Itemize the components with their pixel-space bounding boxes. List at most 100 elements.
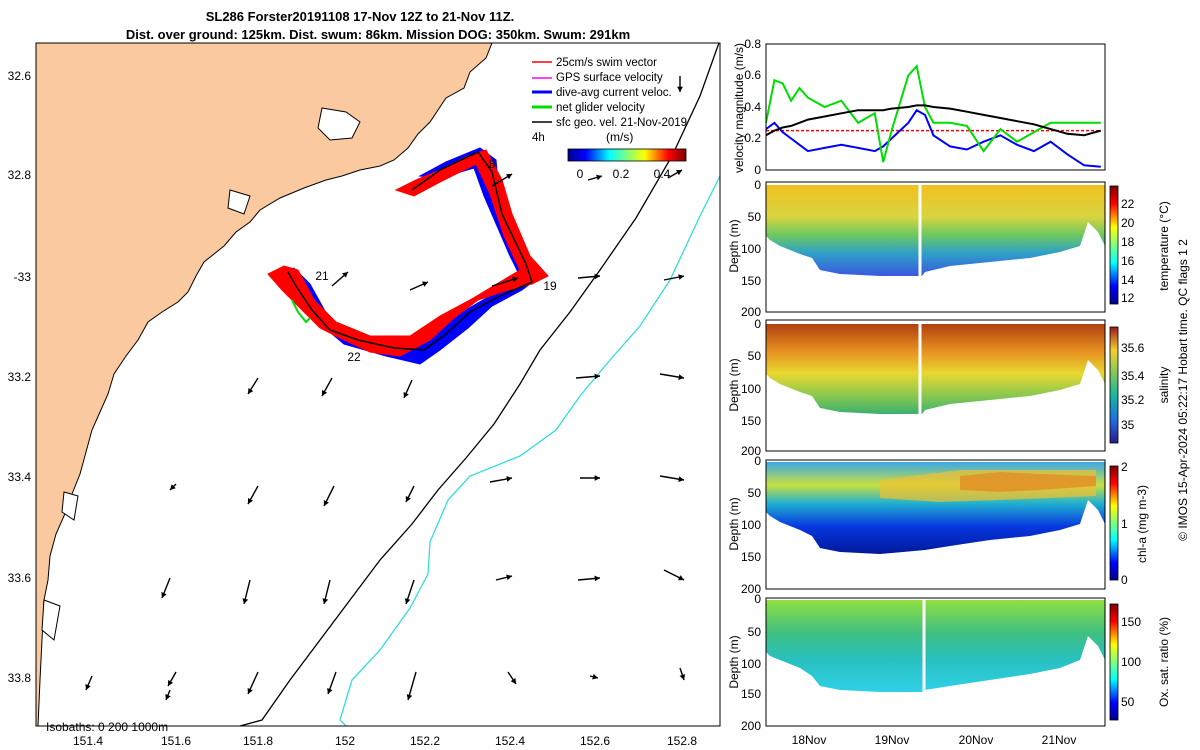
geostrophic-arrowhead xyxy=(676,170,682,176)
geostrophic-arrowhead xyxy=(679,674,686,680)
temp-cbar-tick: 12 xyxy=(1121,291,1135,305)
temp-cbar-tick: 18 xyxy=(1121,235,1135,249)
map-x-tick: 152.2 xyxy=(410,734,440,748)
geostrophic-arrowhead xyxy=(678,274,684,280)
map-y-ticks: 32.6 32.8 -33 33.2 33.4 33.6 33.8 xyxy=(8,69,32,685)
geostrophic-arrowhead xyxy=(248,388,254,394)
geostrophic-arrowhead xyxy=(165,694,171,700)
geostrophic-arrowhead xyxy=(594,475,600,481)
ox-y-tick: 200 xyxy=(741,719,761,733)
chlorophyll-panel: 0 50 100 150 200 Depth (m) 2 1 0 chl-a (… xyxy=(727,454,1149,596)
sal-cbar-tick: 35.4 xyxy=(1121,369,1145,383)
sal-y-tick: 50 xyxy=(748,349,762,363)
geostrophic-arrowhead xyxy=(242,598,249,604)
lake-3 xyxy=(61,491,79,521)
map-x-tick: 152.4 xyxy=(495,734,525,748)
chl-cbar-tick: 1 xyxy=(1121,517,1128,531)
oxygen-colorbar-ticks: 150 100 50 xyxy=(1121,615,1141,709)
map-x-tick: 151.6 xyxy=(161,734,191,748)
ox-cbar-tick: 100 xyxy=(1121,655,1141,669)
colorbar-tick-0: 0 xyxy=(577,167,584,181)
day-label-22: 22 xyxy=(347,350,361,364)
temp-cbar-tick: 20 xyxy=(1121,216,1135,230)
temperature-y-label: Depth (m) xyxy=(727,219,741,272)
chl-cbar-tick: 2 xyxy=(1121,460,1128,474)
geostrophic-arrowhead xyxy=(506,574,512,581)
geo-speed-line xyxy=(766,104,1102,137)
geostrophic-arrowhead xyxy=(422,281,428,287)
salinity-y-ticks: 0 50 100 150 200 xyxy=(741,317,761,458)
chl-cbar-tick: 0 xyxy=(1121,573,1128,587)
geostrophic-arrowhead xyxy=(404,598,411,604)
day-label-21: 21 xyxy=(315,269,329,283)
isobath-note: Isobaths: 0 200 1000m xyxy=(46,720,168,734)
geostrophic-arrowhead xyxy=(678,374,684,380)
map-panel: 8 19 21 22 25cm/s swim vector GPS surfac… xyxy=(8,42,721,748)
legend-label-swim: 25cm/s swim vector xyxy=(556,57,657,69)
map-y-tick: 33.2 xyxy=(8,370,32,384)
chl-y-tick: 200 xyxy=(741,582,761,596)
temp-y-tick: 50 xyxy=(748,210,762,224)
sal-y-tick: 150 xyxy=(741,414,761,428)
map-y-tick: 33.6 xyxy=(8,571,32,585)
map-x-tick: 152.8 xyxy=(667,734,697,748)
temperature-y-ticks: 0 50 100 150 200 xyxy=(741,178,761,319)
geostrophic-arrowhead xyxy=(403,392,409,398)
track-line xyxy=(287,151,533,351)
map-x-tick: 152 xyxy=(335,734,355,748)
day-label-19: 19 xyxy=(543,279,557,293)
map-y-tick: 33.8 xyxy=(8,671,32,685)
chl-y-tick: 50 xyxy=(748,486,762,500)
temp-y-tick: 150 xyxy=(741,274,761,288)
sal-cbar-tick: 35 xyxy=(1121,418,1135,432)
colorbar-unit: (m/s) xyxy=(606,130,633,144)
geostrophic-arrowhead xyxy=(512,276,518,283)
salinity-colorbar xyxy=(1109,326,1119,444)
salinity-y-label: Depth (m) xyxy=(727,358,741,411)
geostrophic-arrowhead xyxy=(248,498,254,504)
day-label-8: 8 xyxy=(489,157,496,171)
temperature-colorbar-label: temperature (°C) xyxy=(1157,201,1171,291)
ox-y-tick: 0 xyxy=(754,592,761,606)
geostrophic-arrowhead xyxy=(506,174,512,180)
legend-label-gps: GPS surface velocity xyxy=(556,72,663,84)
temp-cbar-tick: 14 xyxy=(1121,273,1135,287)
legend-label-geo: sfc geo. vel. 21-Nov-2019 xyxy=(556,117,687,129)
geostrophic-arrowhead xyxy=(506,476,512,482)
vel-y-tick: 0.2 xyxy=(744,131,761,145)
vel-y-tick: 0.8 xyxy=(744,37,761,51)
vel-y-tick: 0.4 xyxy=(744,100,761,114)
velocity-y-label: velocity magnitude (m/s) xyxy=(732,43,746,173)
temperature-colorbar xyxy=(1109,185,1119,305)
map-x-tick: 152.6 xyxy=(580,734,610,748)
geostrophic-arrows xyxy=(85,76,686,701)
lake-1 xyxy=(317,107,361,141)
oxygen-colorbar xyxy=(1109,603,1119,721)
temp-y-tick: 0 xyxy=(754,178,761,192)
salinity-colorbar-ticks: 35.6 35.4 35.2 35 xyxy=(1121,341,1145,432)
velocity-panel: 0 0.2 0.4 0.6 0.8 velocity magnitude (m/… xyxy=(732,37,1106,177)
legend-entry-swim: 25cm/s swim vector xyxy=(532,57,657,69)
oxygen-y-label: Depth (m) xyxy=(727,635,741,688)
map-x-tick: 151.4 xyxy=(73,734,103,748)
map-y-tick: 32.8 xyxy=(8,168,32,182)
chl-y-tick: 100 xyxy=(741,518,761,532)
net-speed-line xyxy=(766,63,1101,163)
copyright-footer: © IMOS 15-Apr-2024 05:22:17 Hobart time.… xyxy=(1176,239,1190,541)
map-x-tick: 151.8 xyxy=(243,734,273,748)
geostrophic-arrowhead xyxy=(247,688,253,694)
track-net-glider-velocity xyxy=(291,299,311,324)
sal-y-tick: 200 xyxy=(741,444,761,458)
chlorophyll-colorbar-label: chl-a (mg m-3) xyxy=(1135,485,1149,563)
velocity-y-ticks: 0 0.2 0.4 0.6 0.8 xyxy=(744,37,761,177)
geostrophic-arrowhead xyxy=(323,500,329,506)
oxygen-y-ticks: 0 50 100 150 200 xyxy=(741,592,761,733)
geostrophic-arrowhead xyxy=(594,273,600,280)
chlorophyll-colorbar xyxy=(1109,465,1119,581)
chlorophyll-y-label: Depth (m) xyxy=(727,497,741,550)
lake-2 xyxy=(227,189,251,215)
geostrophic-arrowhead xyxy=(594,373,600,380)
ox-y-tick: 100 xyxy=(741,657,761,671)
temperature-panel: 0 50 100 150 200 Depth (m) 22 20 18 16 1… xyxy=(727,178,1171,319)
temp-y-tick: 200 xyxy=(741,305,761,319)
